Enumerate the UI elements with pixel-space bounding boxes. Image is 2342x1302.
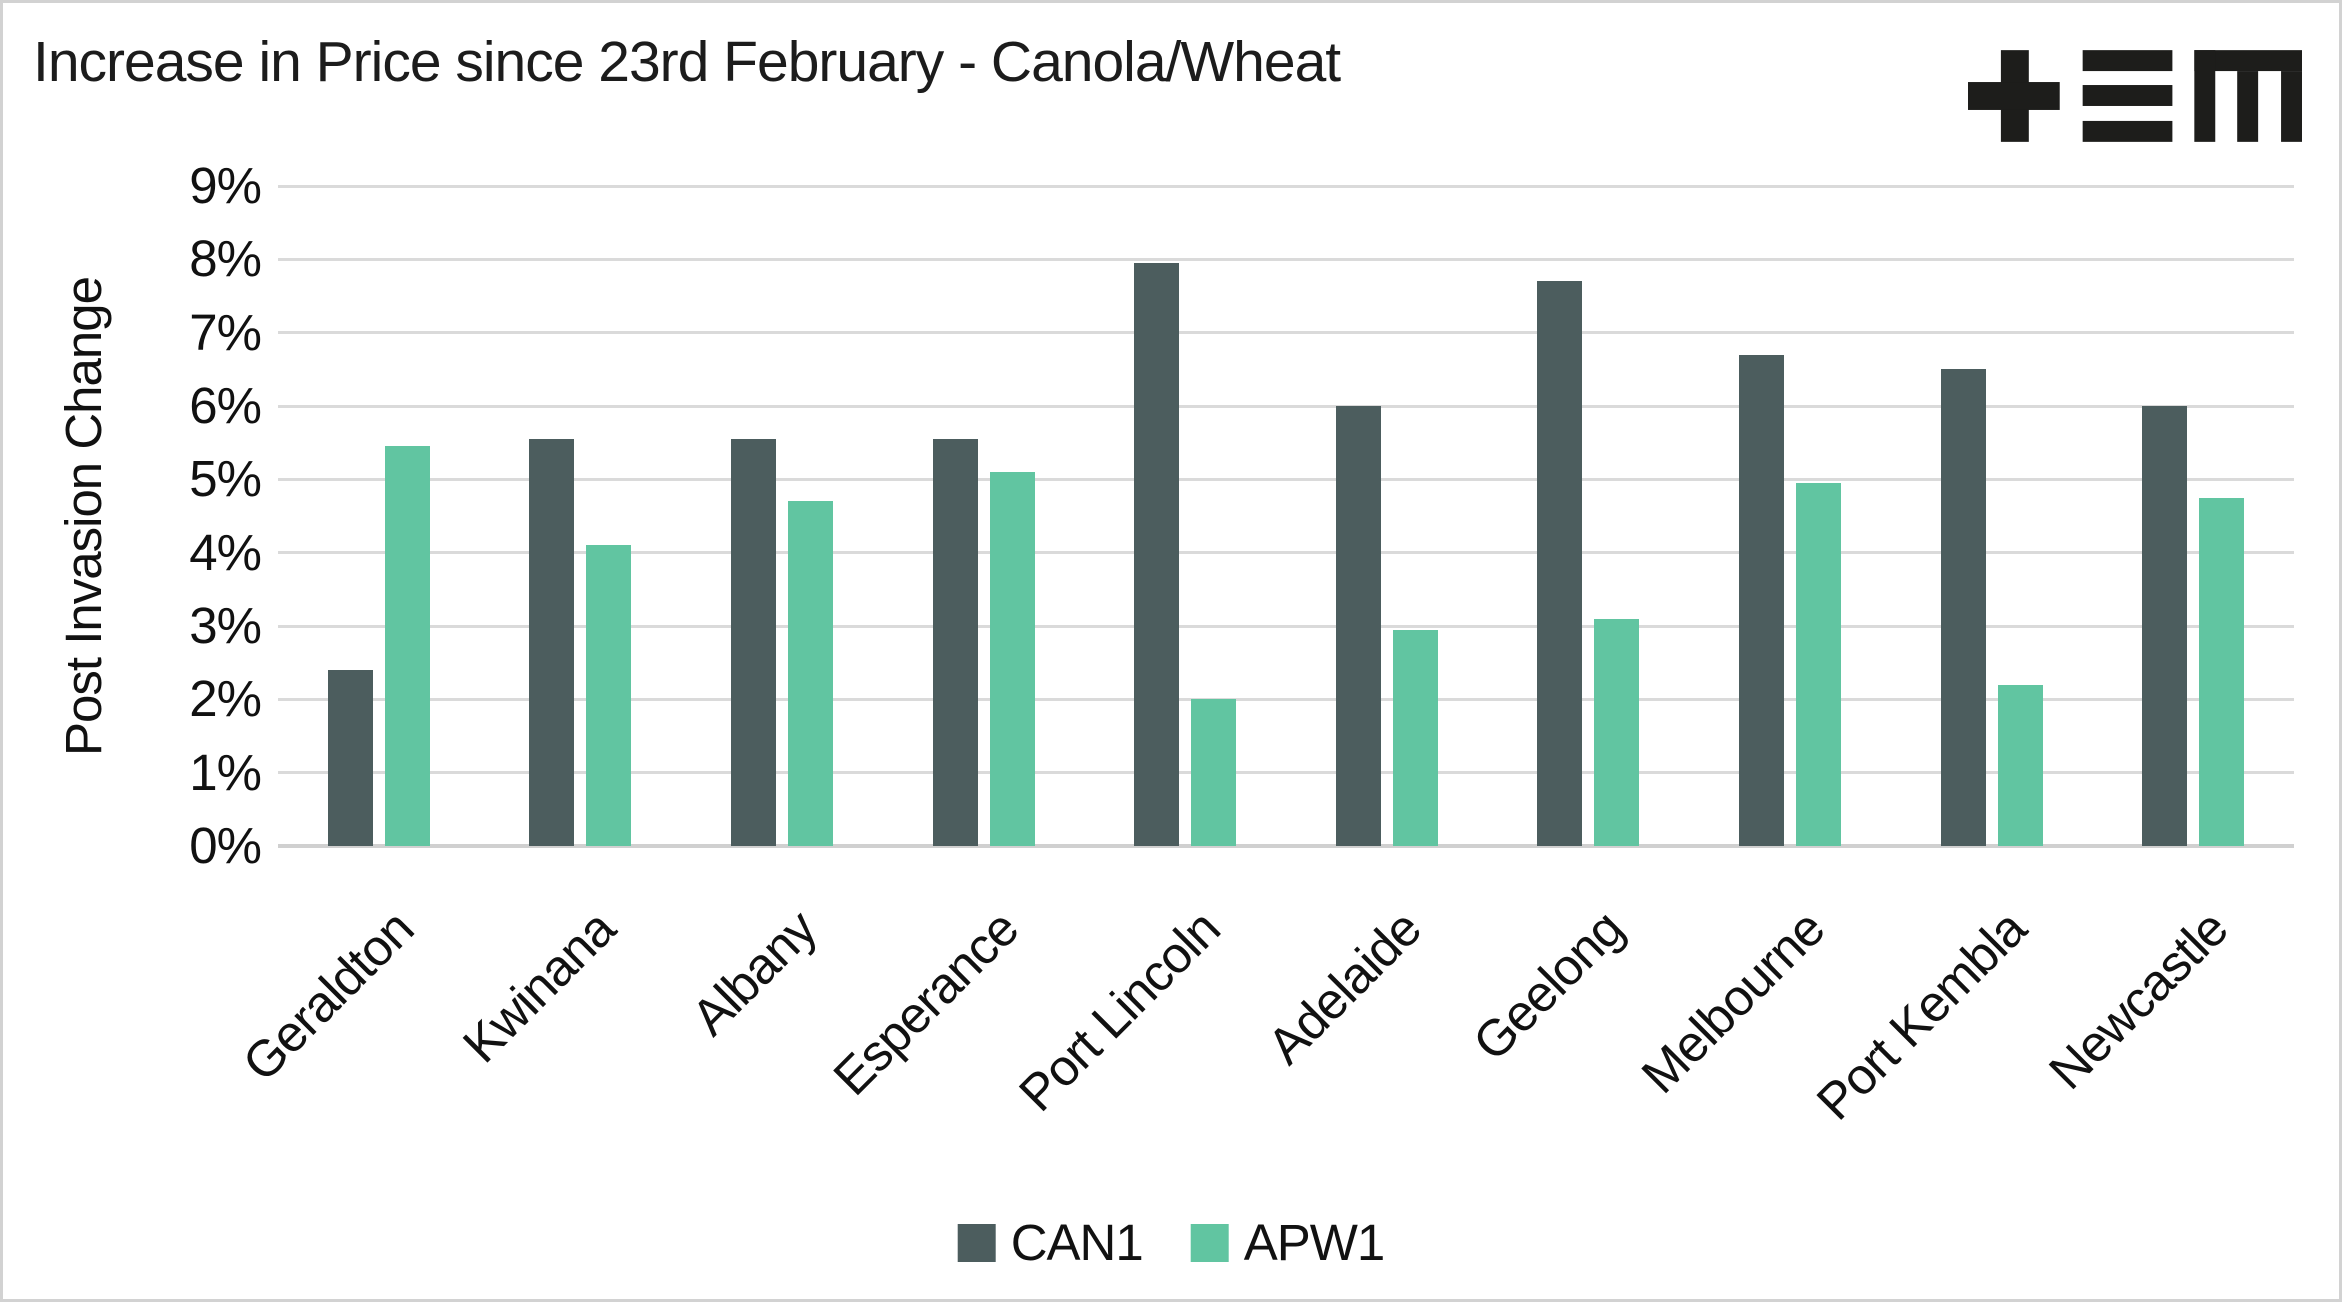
logo-plus-horizontal xyxy=(1968,82,2060,110)
x-label-melbourne: Melbourne xyxy=(1630,899,1836,1105)
logo-m-left xyxy=(2194,50,2216,142)
bar-can1-port-lincoln xyxy=(1134,263,1180,846)
legend-item-can1: CAN1 xyxy=(957,1214,1144,1271)
gridline-5pct xyxy=(278,477,2294,481)
bar-apw1-port-kembla xyxy=(1997,684,2043,846)
bar-can1-adelaide xyxy=(1335,406,1381,846)
x-label-esperance: Esperance xyxy=(822,899,1029,1107)
bar-apw1-newcastle xyxy=(2199,497,2245,846)
legend-swatch-apw1 xyxy=(1190,1224,1229,1262)
bar-apw1-geelong xyxy=(1594,618,1640,846)
logo-m-middle xyxy=(2237,71,2259,142)
gridline-7pct xyxy=(278,331,2294,335)
bar-apw1-kwinana xyxy=(586,545,632,846)
gridline-1pct xyxy=(278,771,2294,775)
bar-apw1-port-lincoln xyxy=(1191,699,1237,846)
x-label-geelong: Geelong xyxy=(1461,899,1634,1072)
logo-bar-3 xyxy=(2082,120,2173,142)
bar-can1-geelong xyxy=(1537,281,1583,846)
bar-can1-newcastle xyxy=(2142,406,2188,846)
logo-bar-1 xyxy=(2082,50,2173,72)
legend-swatch-can1 xyxy=(957,1224,996,1262)
y-tick-7pct: 7% xyxy=(189,303,262,361)
gridline-4pct xyxy=(278,551,2294,555)
x-label-newcastle: Newcastle xyxy=(2037,899,2239,1101)
y-tick-5pct: 5% xyxy=(189,450,262,508)
y-tick-9pct: 9% xyxy=(189,157,262,214)
bar-apw1-geraldton xyxy=(384,446,430,846)
bar-can1-esperance xyxy=(932,439,978,846)
y-tick-8pct: 8% xyxy=(189,230,262,288)
bar-can1-kwinana xyxy=(529,439,575,846)
bar-can1-port-kembla xyxy=(1940,369,1986,846)
x-label-kwinana: Kwinana xyxy=(451,899,626,1074)
x-label-adelaide: Adelaide xyxy=(1256,899,1432,1075)
bar-can1-albany xyxy=(731,439,776,846)
bar-apw1-adelaide xyxy=(1392,629,1438,846)
logo-bar-2 xyxy=(2082,85,2173,106)
y-tick-2pct: 2% xyxy=(189,670,262,728)
x-axis-line xyxy=(278,844,2294,848)
y-tick-4pct: 4% xyxy=(189,523,262,581)
legend-label-can1: CAN1 xyxy=(1010,1214,1144,1271)
x-label-port-lincoln: Port Lincoln xyxy=(1007,899,1231,1122)
x-label-albany: Albany xyxy=(680,899,828,1047)
gridline-3pct xyxy=(278,624,2294,628)
y-tick-1pct: 1% xyxy=(189,743,262,801)
legend-item-apw1: APW1 xyxy=(1190,1214,1386,1271)
plot-area xyxy=(278,184,2294,848)
bar-apw1-albany xyxy=(788,501,833,846)
tem-logo-icon xyxy=(1968,50,2302,142)
logo-m-top xyxy=(2194,50,2302,72)
legend: CAN1 APW1 xyxy=(957,1214,1386,1271)
legend-label-apw1: APW1 xyxy=(1243,1214,1386,1271)
gridline-9pct xyxy=(278,184,2294,188)
gridline-2pct xyxy=(278,697,2294,701)
logo-m-right xyxy=(2281,71,2302,142)
y-tick-3pct: 3% xyxy=(189,597,262,654)
bar-apw1-melbourne xyxy=(1796,483,1841,846)
gridline-6pct xyxy=(278,404,2294,408)
y-tick-0pct: 0% xyxy=(189,817,262,874)
bar-apw1-esperance xyxy=(989,472,1035,846)
chart-title: Increase in Price since 23rd February - … xyxy=(33,30,1341,94)
y-axis-tick-labels: 9% 8% 7% 6% 5% 4% 3% 2% 1% 0% xyxy=(3,3,262,1299)
bar-can1-geraldton xyxy=(327,670,373,846)
x-label-port-kembla: Port Kembla xyxy=(1805,899,2037,1131)
x-label-geraldton: Geraldton xyxy=(231,899,424,1093)
bar-can1-melbourne xyxy=(1739,354,1784,846)
y-tick-6pct: 6% xyxy=(189,377,262,434)
x-axis-labels: Geraldton Kwinana Albany Esperance Port Linc… xyxy=(3,3,2339,1299)
gridline-8pct xyxy=(278,257,2294,261)
